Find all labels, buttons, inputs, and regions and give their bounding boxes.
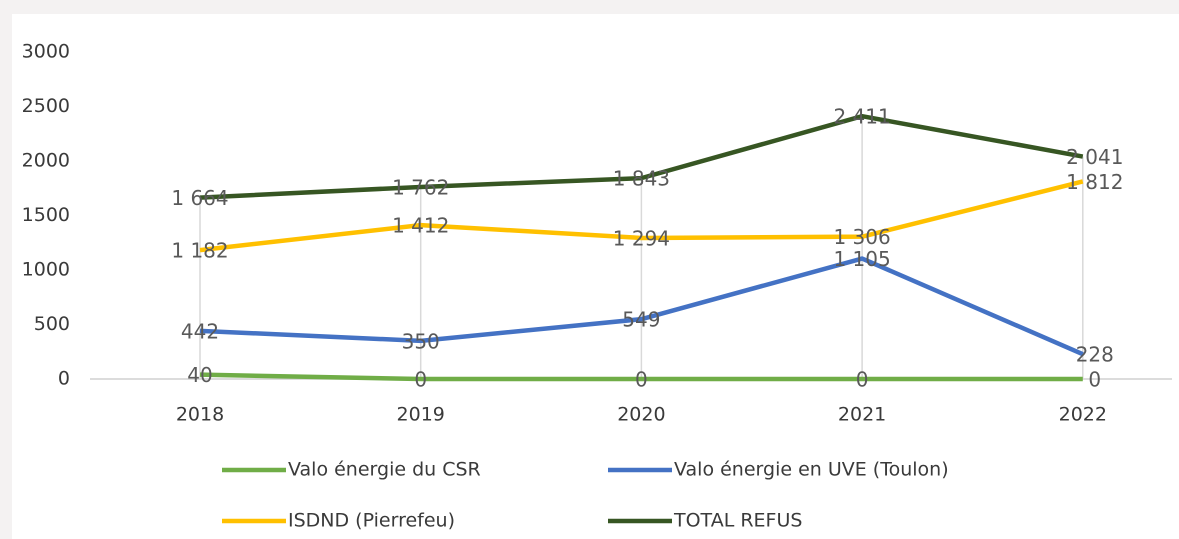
data-label: 549 [622, 308, 660, 332]
x-tick-label: 2020 [617, 404, 665, 426]
data-label: 1 412 [392, 214, 449, 238]
data-label: 1 105 [833, 247, 890, 271]
y-tick-label: 500 [34, 313, 70, 335]
data-label: 2 411 [833, 105, 890, 129]
data-label: 350 [402, 329, 440, 353]
legend-label: Valo énergie du CSR [288, 459, 481, 481]
data-label: 1 812 [1066, 170, 1123, 194]
data-label: 1 843 [613, 167, 670, 191]
y-tick-label: 1000 [22, 259, 70, 281]
x-tick-label: 2019 [397, 404, 445, 426]
data-label: 1 306 [833, 225, 890, 249]
x-tick-label: 2022 [1059, 404, 1107, 426]
data-label: 40 [187, 363, 212, 387]
data-label: 442 [181, 319, 219, 343]
data-label: 1 294 [613, 226, 670, 250]
data-label: 1 182 [171, 239, 228, 263]
series-line [199, 179, 1084, 253]
data-label: 0 [856, 368, 869, 392]
data-label: 1 664 [171, 186, 228, 210]
legend-label: ISDND (Pierrefeu) [288, 510, 455, 532]
x-tick-label: 2021 [838, 404, 886, 426]
data-label: 2 041 [1066, 145, 1123, 169]
legend-label: Valo énergie en UVE (Toulon) [674, 459, 949, 481]
data-label: 0 [414, 368, 427, 392]
y-tick-label: 3000 [22, 41, 70, 63]
y-tick-label: 1500 [22, 204, 70, 226]
series-line [199, 256, 1084, 357]
data-label: 0 [635, 368, 648, 392]
y-tick-label: 0 [58, 368, 70, 390]
series-line [199, 113, 1084, 200]
x-tick-label: 2018 [176, 404, 224, 426]
data-label: 0 [1088, 368, 1101, 392]
legend-label: TOTAL REFUS [673, 510, 802, 532]
data-label: 1 762 [392, 175, 449, 199]
series-line [199, 372, 1083, 382]
y-tick-label: 2000 [22, 150, 70, 172]
chart-panel [12, 14, 1179, 539]
y-tick-label: 2500 [22, 95, 70, 117]
data-label: 228 [1076, 343, 1114, 367]
